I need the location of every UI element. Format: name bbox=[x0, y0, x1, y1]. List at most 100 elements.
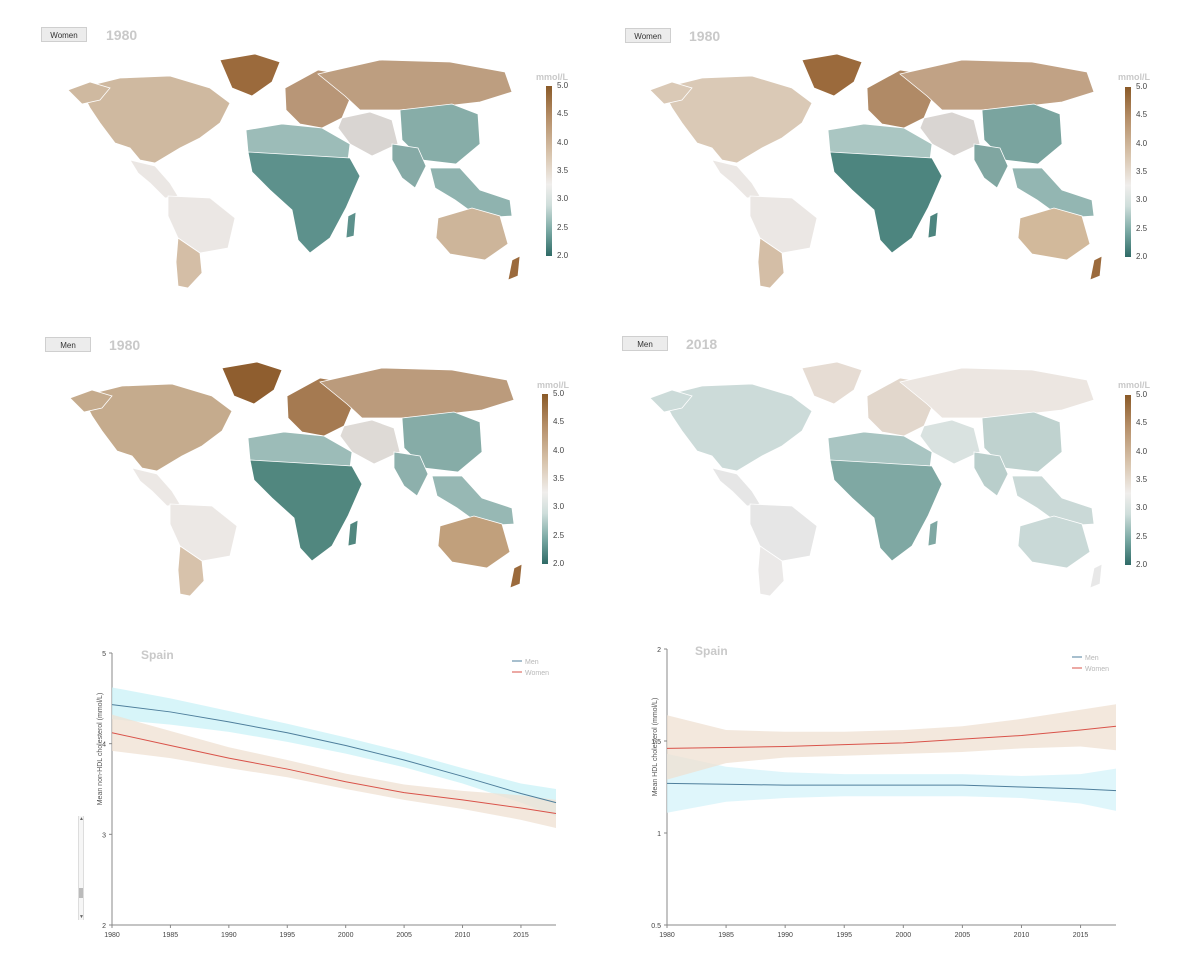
map-region-alaska[interactable] bbox=[67, 81, 111, 105]
x-tick-label: 2010 bbox=[1014, 932, 1030, 939]
world-map[interactable] bbox=[60, 48, 530, 288]
legend-tick-label: 3.5 bbox=[557, 166, 569, 175]
map-region-north-america[interactable] bbox=[79, 75, 231, 164]
legend-label-women: Women bbox=[1085, 666, 1109, 673]
map-region-central-america[interactable] bbox=[131, 467, 181, 507]
scrollbar-thumb[interactable] bbox=[79, 888, 83, 898]
legend-tick-label: 5.0 bbox=[1136, 82, 1148, 91]
map-region-india[interactable] bbox=[391, 143, 427, 189]
legend-tick-label: 3.0 bbox=[1136, 195, 1148, 205]
scroll-down-arrow[interactable]: ▼ bbox=[79, 914, 84, 920]
series-line-women[interactable] bbox=[111, 732, 557, 814]
legend-tick-label: 2.0 bbox=[557, 251, 569, 260]
map-region-new-zealand[interactable] bbox=[1089, 255, 1103, 281]
world-map[interactable] bbox=[62, 356, 532, 596]
map-region-central-america[interactable] bbox=[129, 159, 179, 199]
map-region-southeast-asia[interactable] bbox=[431, 475, 515, 527]
map-region-north-america[interactable] bbox=[661, 383, 813, 472]
map-region-australia[interactable] bbox=[1017, 207, 1091, 261]
non-hdl-line-chart: 2 3 4 5 1980 1985 1990 1995 2000 2005 2010 2015 Mean… bbox=[97, 651, 557, 939]
map-region-africa[interactable] bbox=[249, 459, 363, 562]
map-region-greenland[interactable] bbox=[219, 53, 281, 97]
map-region-southeast-asia[interactable] bbox=[1011, 167, 1095, 219]
map-region-central-america[interactable] bbox=[711, 467, 761, 507]
map-region-south-america-north[interactable] bbox=[167, 195, 236, 254]
sex-toggle-button[interactable]: Men bbox=[45, 337, 91, 352]
map-region-south-america-north[interactable] bbox=[749, 503, 818, 562]
legend-tick-label: 4.5 bbox=[1136, 418, 1148, 428]
map-region-greenland[interactable] bbox=[801, 53, 863, 97]
map-region-alaska[interactable] bbox=[649, 81, 693, 105]
legend-tick-label: 5.0 bbox=[1136, 390, 1148, 399]
map-region-russia[interactable] bbox=[319, 367, 515, 419]
map-region-middle-east[interactable] bbox=[919, 111, 981, 157]
series-line-men[interactable] bbox=[666, 782, 1117, 792]
map-region-south-america-south[interactable] bbox=[757, 545, 785, 596]
sex-toggle-button[interactable]: Women bbox=[41, 27, 87, 42]
map-region-africa[interactable] bbox=[247, 151, 361, 254]
map-region-southeast-asia[interactable] bbox=[429, 167, 513, 219]
map-region-china[interactable] bbox=[399, 103, 481, 165]
map-region-south-america-south[interactable] bbox=[757, 237, 785, 288]
map-region-greenland[interactable] bbox=[801, 361, 863, 405]
legend-tick-label: 2.0 bbox=[1136, 252, 1148, 261]
y-tick-label: 3 bbox=[102, 832, 106, 839]
x-tick-label: 2005 bbox=[396, 932, 412, 939]
map-region-china[interactable] bbox=[401, 411, 483, 473]
legend-title: mmol/L bbox=[537, 380, 570, 390]
legend-title: mmol/L bbox=[1118, 380, 1151, 390]
map-region-north-america[interactable] bbox=[81, 383, 233, 472]
map-region-madagascar[interactable] bbox=[927, 211, 939, 239]
map-region-australia[interactable] bbox=[1017, 515, 1091, 569]
map-region-middle-east[interactable] bbox=[337, 111, 399, 157]
map-region-greenland[interactable] bbox=[221, 361, 283, 405]
series-line-men[interactable] bbox=[111, 704, 557, 804]
map-region-australia[interactable] bbox=[435, 207, 509, 261]
map-region-india[interactable] bbox=[393, 451, 429, 497]
map-region-middle-east[interactable] bbox=[339, 419, 401, 465]
map-region-madagascar[interactable] bbox=[347, 519, 359, 547]
map-region-new-zealand[interactable] bbox=[507, 255, 521, 281]
sex-toggle-button[interactable]: Women bbox=[625, 28, 671, 43]
sex-toggle-button[interactable]: Men bbox=[622, 336, 668, 351]
map-region-alaska[interactable] bbox=[649, 389, 693, 413]
map-region-alaska[interactable] bbox=[69, 389, 113, 413]
map-region-south-america-south[interactable] bbox=[177, 545, 205, 596]
map-region-africa[interactable] bbox=[829, 459, 943, 562]
map-region-russia[interactable] bbox=[899, 59, 1095, 111]
map-region-china[interactable] bbox=[981, 103, 1063, 165]
map-region-new-zealand[interactable] bbox=[1089, 563, 1103, 589]
map-region-middle-east[interactable] bbox=[919, 419, 981, 465]
legend-label-women: Women bbox=[525, 670, 549, 677]
map-region-south-america-north[interactable] bbox=[749, 195, 818, 254]
y-axis-label: Mean HDL cholesterol (mmol/L) bbox=[652, 698, 659, 797]
map-region-madagascar[interactable] bbox=[927, 519, 939, 547]
legend-tick-label: 5.0 bbox=[553, 389, 565, 398]
legend-tick-label: 4.0 bbox=[557, 137, 569, 147]
map-region-new-zealand[interactable] bbox=[509, 563, 523, 589]
y-tick-label: 5 bbox=[102, 651, 106, 658]
y-tick-label: 2 bbox=[102, 923, 106, 930]
map-region-madagascar[interactable] bbox=[345, 211, 357, 239]
map-region-south-america-north[interactable] bbox=[169, 503, 238, 562]
world-map[interactable] bbox=[642, 48, 1112, 288]
map-region-central-america[interactable] bbox=[711, 159, 761, 199]
x-tick-label: 2005 bbox=[955, 932, 971, 939]
map-region-india[interactable] bbox=[973, 143, 1009, 189]
scroll-up-arrow[interactable]: ▲ bbox=[79, 816, 84, 822]
map-region-north-america[interactable] bbox=[661, 75, 813, 164]
vertical-scrollbar[interactable]: ▲ ▼ bbox=[78, 816, 84, 920]
hdl-line-chart: 0.5 1 1.5 2 1980 1985 1990 1995 2000 2005 2010 2015… bbox=[651, 647, 1117, 939]
map-region-south-america-south[interactable] bbox=[175, 237, 203, 288]
map-region-india[interactable] bbox=[973, 451, 1009, 497]
map-region-russia[interactable] bbox=[899, 367, 1095, 419]
map-region-africa[interactable] bbox=[829, 151, 943, 254]
map-region-china[interactable] bbox=[981, 411, 1063, 473]
map-year-label: 1980 bbox=[106, 27, 138, 43]
map-region-australia[interactable] bbox=[437, 515, 511, 569]
series-line-women[interactable] bbox=[666, 725, 1117, 749]
map-region-southeast-asia[interactable] bbox=[1011, 475, 1095, 527]
x-tick-label: 1990 bbox=[777, 932, 793, 939]
map-region-russia[interactable] bbox=[317, 59, 513, 111]
world-map[interactable] bbox=[642, 356, 1112, 596]
